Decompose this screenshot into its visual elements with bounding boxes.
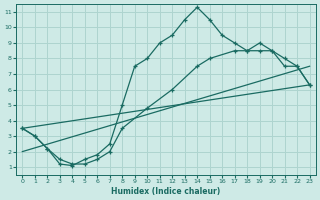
X-axis label: Humidex (Indice chaleur): Humidex (Indice chaleur) <box>111 187 220 196</box>
